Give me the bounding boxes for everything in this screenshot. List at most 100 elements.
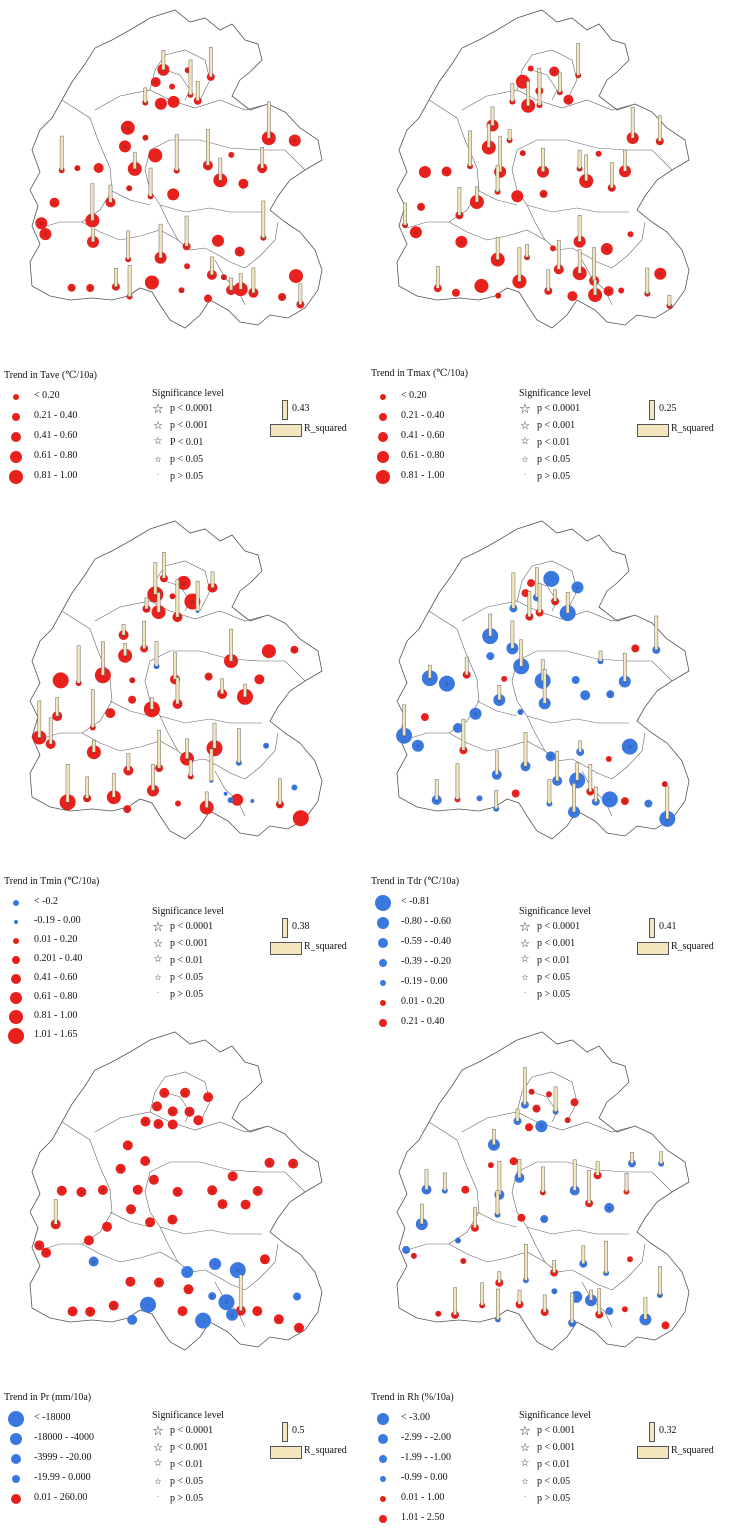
r-squared-bar [507,129,512,141]
significance-mark: ☆ [663,782,668,788]
station-marker [460,1258,467,1264]
significance-mark: · [172,1123,174,1129]
r-squared-bar [537,72,542,106]
station-marker [264,1157,275,1168]
significance-mark: ☆ [598,659,603,665]
significance-mark: · [252,799,254,805]
r-squared-bar [495,1190,500,1215]
r-squared-bar [497,685,502,701]
r-squared-legend-bar [649,918,655,938]
significance-mark: ☆ [143,101,148,107]
significance-mark: ☆ [123,144,128,150]
r-squared-bar [158,223,163,259]
r-squared-bar [490,106,495,126]
legend-circle-icon [14,920,18,924]
r-squared-bar [527,591,532,617]
significance-mark: ☆ [210,1294,215,1300]
legend-label: 0.01 - 0.20 [34,934,78,945]
r-squared-bar [667,295,672,307]
r-squared-bar [497,1160,502,1196]
station-marker [39,228,52,241]
station-marker [240,1199,251,1210]
significance-mark: · [497,190,499,196]
legend-circle-icon [377,451,389,463]
r-squared-legend-bar [282,400,288,420]
significance-mark: · [648,802,650,808]
station-marker [49,197,60,208]
significance-mark: · [231,153,233,159]
r-squared-bar [542,1294,547,1313]
r-squared-bar [153,562,158,595]
station-marker [291,784,298,791]
r-squared-value: 0.5 [292,1425,305,1436]
legend-label: 0.61 - 0.80 [401,450,445,461]
significance-mark: ☆ [267,1161,272,1167]
significance-mark: · [106,1225,108,1231]
significance-mark: ☆ [210,273,215,279]
province-boundary [461,89,636,111]
station-marker [417,202,425,211]
significance-mark: · [503,677,505,683]
significance-mark: · [551,577,553,583]
legend-circle-icon [379,413,387,421]
star-icon: ☆ [153,1458,163,1469]
significance-label: p < 0.0001 [537,921,581,932]
r-squared-bar [188,759,193,777]
r-squared-value: 0.32 [659,1425,677,1436]
province-boundary [611,221,646,269]
station-marker [154,1277,164,1288]
significance-mark: ☆ [539,1124,544,1130]
legend-label: -1.99 - -1.00 [401,1452,451,1463]
star-icon: ☆ [152,402,164,417]
significance-mark: ☆ [552,1289,557,1295]
significance-title: Significance level [519,906,591,917]
significance-mark: ☆ [445,682,450,688]
significance-mark: ☆ [44,1251,49,1257]
station-marker [511,789,520,798]
significance-mark: · [186,264,188,270]
significance-mark: · [300,816,302,822]
station-marker [184,263,191,270]
star-icon: ☆ [520,436,530,447]
station-marker [226,1308,239,1321]
station-map: ☆ ☆ ☆ ☆ · ☆ ☆ · ☆ · ☆ · ☆ ☆ · · ☆ ☆ · ☆ · · ☆ · · ☆ · ☆ · · ☆ · ☆ · ☆ · ☆ ☆ ☆ ☆… [29,520,323,840]
significance-label: P < 0.01 [170,437,204,448]
legend-circle-icon [379,1019,387,1027]
significance-mark: ☆ [92,750,97,756]
r-squared-bar [525,244,529,258]
station-marker [654,267,667,280]
significance-mark: · [584,693,586,699]
station-marker [519,150,526,157]
province-boundary [406,610,480,740]
legend-label: 0.21 - 0.40 [401,410,445,421]
r-squared-bar [142,620,146,649]
star-icon: · [524,472,526,479]
significance-mark: ☆ [37,1243,42,1249]
significance-mark: · [131,1318,133,1324]
significance-mark: ☆ [293,139,298,145]
r-squared-bar [154,641,159,667]
r-squared-bar [261,200,266,239]
r-squared-label: R_squared [671,423,714,434]
significance-mark: ☆ [210,1188,215,1194]
significance-mark: ☆ [156,1122,161,1128]
r-squared-bar [480,1282,485,1306]
significance-mark: · [579,750,581,756]
significance-mark: ☆ [529,1090,534,1096]
significance-mark: ☆ [291,1162,296,1168]
r-squared-bar [523,1067,527,1106]
r-squared-bar [195,580,200,612]
significance-mark: · [113,795,115,801]
legend-circle-icon [12,1475,20,1483]
significance-mark: · [525,591,527,597]
significance-mark: ☆ [181,581,186,587]
r-squared-bar [237,728,241,764]
significance-mark: · [539,611,541,617]
significance-mark: ☆ [298,303,303,309]
r-squared-bar [121,624,126,636]
r-squared-bar [597,1288,602,1315]
significance-mark: ☆ [162,576,167,582]
r-squared-bar [575,762,580,781]
significance-mark: ☆ [188,775,193,781]
region-outline [29,520,323,840]
